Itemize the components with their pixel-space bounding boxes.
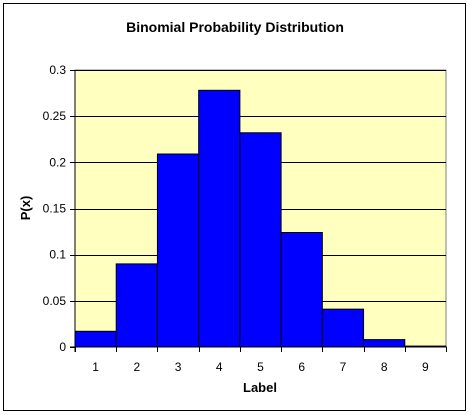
x-tick-label: 3 [175, 360, 182, 374]
bar [198, 89, 241, 348]
y-tick-label: 0.3 [49, 63, 66, 77]
x-tick-label: 4 [216, 360, 223, 374]
bar [74, 330, 117, 348]
x-tick-label: 6 [298, 360, 305, 374]
y-tick-labels: 0 0.05 0.1 0.15 0.2 0.25 0.3 [43, 63, 67, 354]
x-tick-label: 9 [422, 360, 429, 374]
y-tick-label: 0.15 [43, 202, 67, 216]
y-tick-label: 0.05 [43, 294, 67, 308]
x-tick-label: 2 [133, 360, 140, 374]
bar [156, 153, 200, 348]
chart-title: Binomial Probability Distribution [126, 19, 344, 35]
y-tick-label: 0 [59, 340, 66, 354]
bar [239, 132, 282, 348]
x-tick-label: 8 [381, 360, 388, 374]
axes [70, 70, 447, 352]
bar [115, 263, 158, 348]
x-axis-label: Label [243, 380, 277, 395]
x-tick-label: 5 [257, 360, 264, 374]
y-axis-label: P(x) [18, 196, 33, 221]
bar [363, 339, 406, 348]
bar [280, 232, 323, 348]
bar [321, 308, 365, 348]
x-tick-label: 7 [340, 360, 347, 374]
y-tick-label: 0.25 [43, 109, 67, 123]
bars [74, 89, 447, 348]
x-tick-label: 1 [92, 360, 99, 374]
y-tick-label: 0.1 [49, 248, 66, 262]
x-tick-labels: 1 2 3 4 5 6 7 8 9 [92, 360, 429, 374]
y-tick-label: 0.2 [49, 155, 66, 169]
